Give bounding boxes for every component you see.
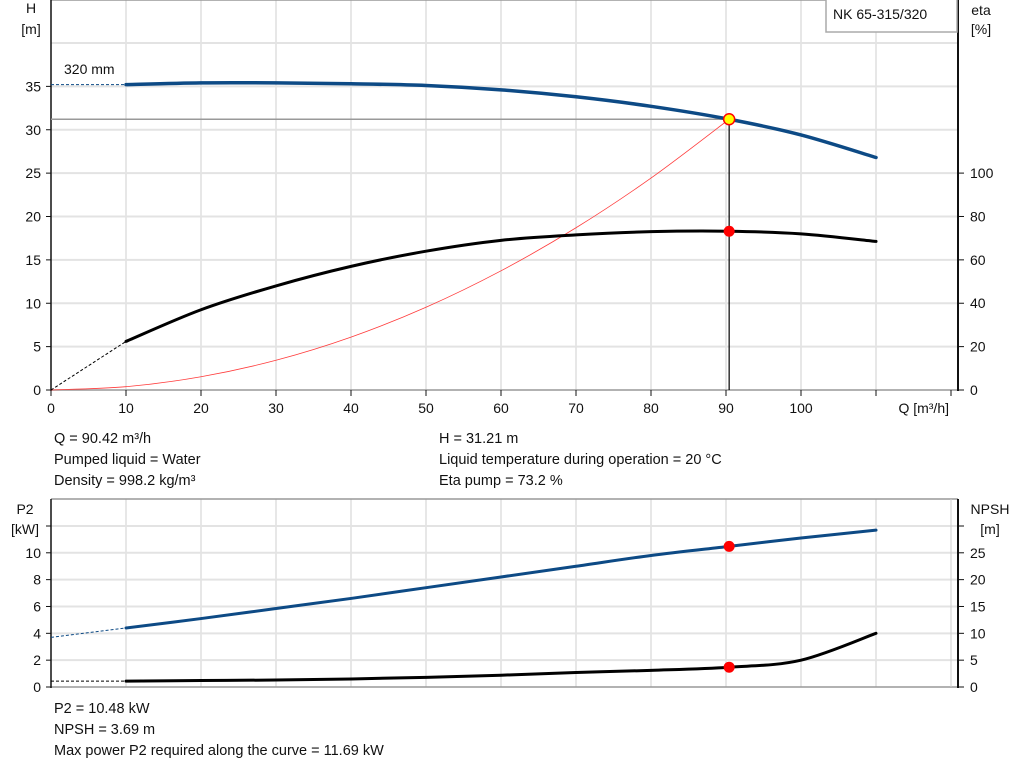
y2-tick-label: 5: [970, 652, 978, 668]
y-axis-label-name: H: [26, 0, 36, 16]
npsh-curve: [124, 631, 878, 683]
x-axis-label: Q [m³/h]: [898, 400, 949, 416]
y-tick-label: 10: [25, 545, 41, 561]
info-p2: P2 = 10.48 kW: [54, 701, 150, 717]
x-tick-label: 50: [418, 400, 434, 416]
y-tick-label: 6: [33, 598, 41, 614]
x-tick-label: 60: [493, 400, 509, 416]
y2-tick-label: 20: [970, 339, 986, 355]
x-tick-label: 100: [789, 400, 813, 416]
y2-axis-label-name: NPSH: [971, 501, 1010, 517]
y2-tick-label: 15: [970, 598, 986, 614]
info-density: Density = 998.2 kg/m³: [54, 473, 196, 489]
info-top-right: H = 31.21 m Liquid temperature during op…: [439, 429, 722, 492]
x-tick-label: 70: [568, 400, 584, 416]
info-max-power: Max power P2 required along the curve = …: [54, 743, 384, 759]
y-tick-label: 20: [25, 209, 41, 225]
x-tick-label: 40: [343, 400, 359, 416]
x-tick-label: 0: [47, 400, 55, 416]
p2-duty-point: [723, 540, 735, 552]
y2-tick-label: 60: [970, 252, 986, 268]
info-eta: Eta pump = 73.2 %: [439, 473, 563, 489]
x-tick-label: 90: [718, 400, 734, 416]
y-tick-label: 5: [33, 339, 41, 355]
y-tick-label: 35: [25, 78, 41, 94]
x-tick-label: 10: [118, 400, 134, 416]
y2-tick-label: 25: [970, 545, 986, 561]
y2-tick-label: 0: [970, 679, 978, 695]
y2-tick-label: 40: [970, 295, 986, 311]
impeller-diameter-label: 320 mm: [64, 61, 115, 77]
eta-curve-extrapolated: [50, 340, 127, 391]
y2-tick-label: 80: [970, 208, 986, 224]
y2-tick-label: 100: [970, 165, 994, 181]
x-tick-label: 20: [193, 400, 209, 416]
y2-axis-label-unit: [m]: [980, 521, 999, 537]
y2-axis-label-unit: [%]: [971, 21, 991, 37]
info-liquid: Pumped liquid = Water: [54, 452, 201, 468]
head-eta-chart: 0 5 10 15 20 25 30 35 0 20 40 60 80 100 0 10 20 30 40 50 60 7…: [21, 0, 994, 416]
y-tick-label: 30: [25, 122, 41, 138]
info-npsh: NPSH = 3.69 m: [54, 722, 156, 738]
p2-curve-extrapolated: [50, 627, 127, 638]
info-flow: Q = 90.42 m³/h: [54, 431, 152, 447]
y2-tick-label: 0: [970, 382, 978, 398]
y-tick-label: 10: [25, 295, 41, 311]
x-tick-label: 80: [643, 400, 659, 416]
y-tick-label: 0: [33, 679, 41, 695]
y-tick-label: 25: [25, 165, 41, 181]
eta-duty-point: [723, 225, 735, 237]
info-bottom: P2 = 10.48 kW NPSH = 3.69 m Max power P2…: [54, 699, 384, 762]
y2-axis-label-name: eta: [971, 2, 991, 18]
y2-tick-label: 20: [970, 572, 986, 588]
power-npsh-chart: 0 2 4 6 8 10 0 5 10 15 20 25 P2 [kW] NPSH [m]: [11, 498, 1010, 695]
info-temperature: Liquid temperature during operation = 20…: [439, 452, 722, 468]
npsh-duty-point: [723, 661, 735, 673]
head-curve: [124, 80, 878, 160]
y-tick-label: 0: [33, 382, 41, 398]
y-tick-label: 2: [33, 652, 41, 668]
y-axis-label-name: P2: [16, 501, 33, 517]
y-tick-label: 4: [33, 625, 41, 641]
system-curve: [50, 118, 730, 391]
info-head: H = 31.21 m: [439, 431, 519, 447]
x-tick-label: 30: [268, 400, 284, 416]
model-label-box: [825, 0, 958, 33]
head-duty-point: [722, 113, 736, 126]
info-top-left: Q = 90.42 m³/h Pumped liquid = Water Den…: [54, 429, 201, 492]
y-axis-label-unit: [m]: [21, 21, 40, 37]
y-tick-label: 8: [33, 572, 41, 588]
y2-tick-label: 10: [970, 625, 986, 641]
y-tick-label: 15: [25, 252, 41, 268]
eta-curve: [124, 229, 878, 343]
p2-curve: [124, 528, 878, 630]
y-axis-label-unit: [kW]: [11, 521, 39, 537]
model-label: NK 65-315/320: [833, 6, 927, 22]
